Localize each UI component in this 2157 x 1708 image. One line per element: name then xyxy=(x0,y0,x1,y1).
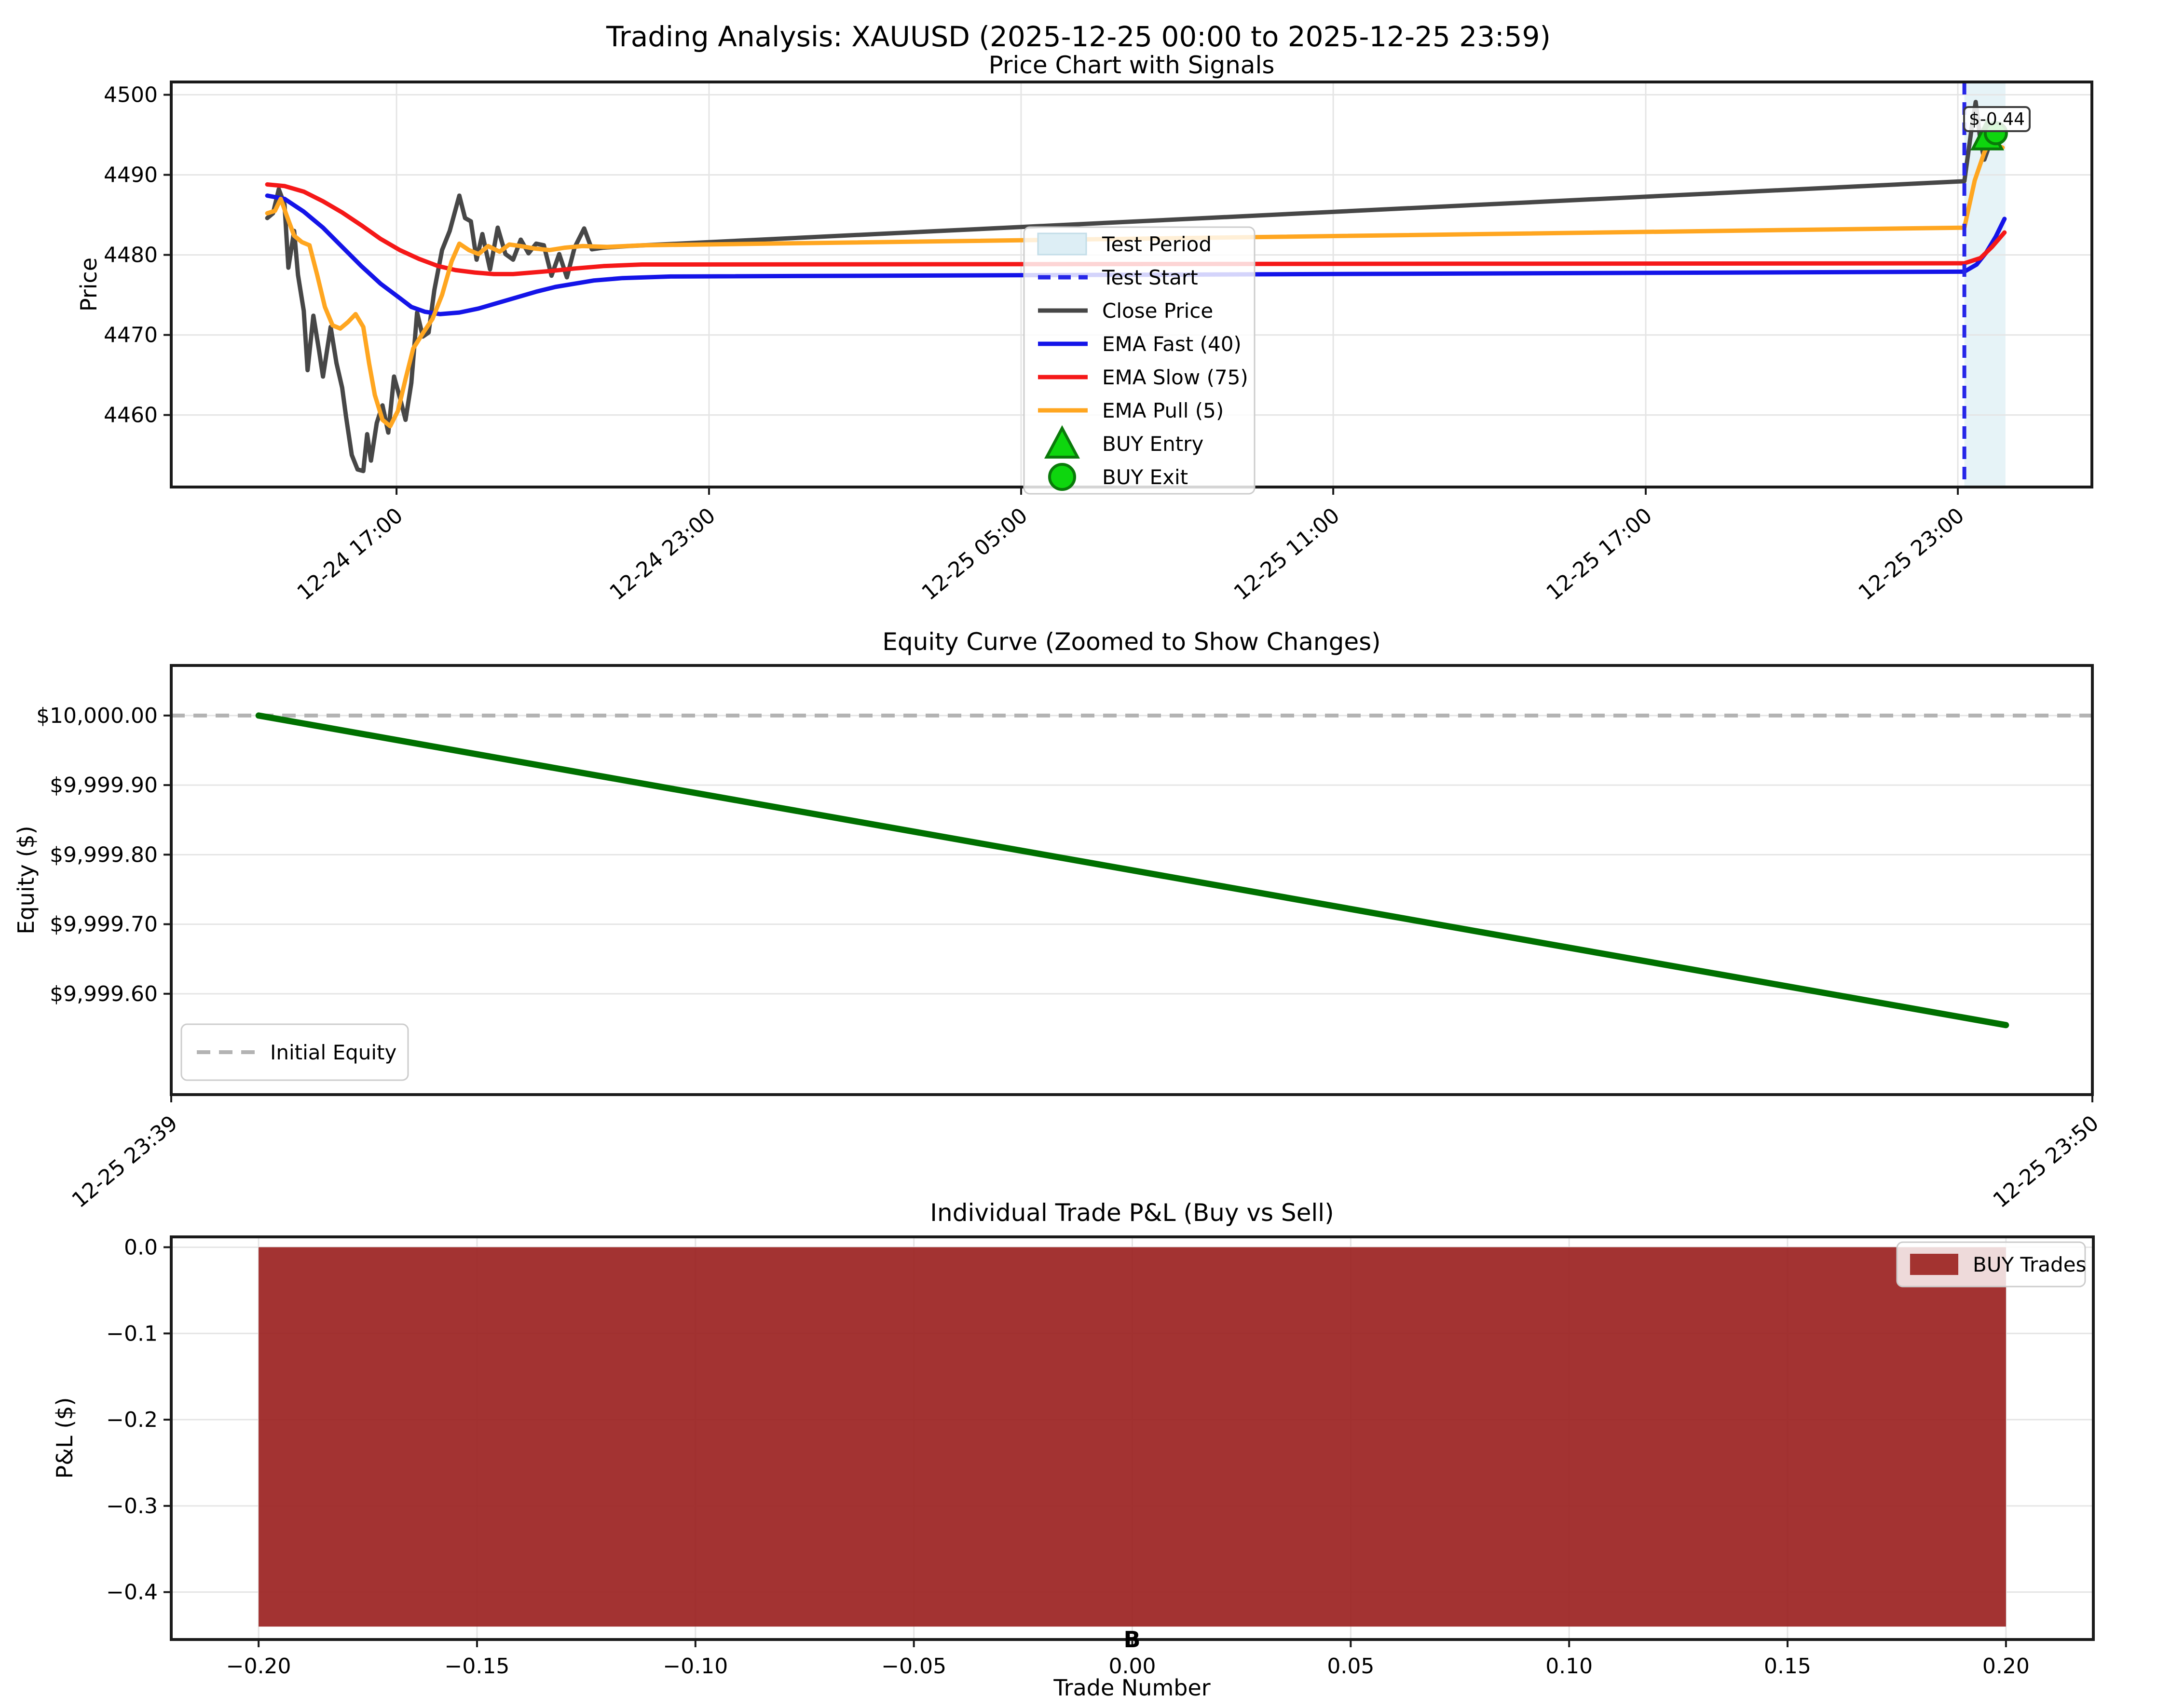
x-tick-label: 0.05 xyxy=(1327,1654,1374,1679)
figure-title: Trading Analysis: XAUUSD (2025-12-25 00:… xyxy=(606,20,1551,53)
buy-entry-swatch-icon xyxy=(1044,425,1080,459)
legend-label-buy-entry: BUY Entry xyxy=(1102,432,1203,456)
x-tick-label: 0.15 xyxy=(1764,1654,1811,1679)
x-tick-label: 12-25 11:00 xyxy=(1229,503,1345,605)
y-tick-label: $9,999.80 xyxy=(50,842,158,867)
price-legend: Test Period Test Start Close Price EMA F… xyxy=(1023,226,1256,495)
legend-label-ema-pull: EMA Pull (5) xyxy=(1102,399,1224,422)
pnl-plot-area: 0.0 −0.1 −0.2 −0.3 −0.4 −0.20 −0.15 −0.10 −0.05 0… xyxy=(106,1235,2095,1679)
test-period-swatch-icon xyxy=(1037,232,1087,256)
y-tick-label: 4500 xyxy=(104,83,158,108)
series-ema-pull-5- xyxy=(265,138,2005,429)
series-ema-fast-40- xyxy=(265,193,2007,316)
equity-plot-area: $10,000.00 $9,999.90 $9,999.80 $9,999.70 $9,… xyxy=(36,664,2103,1213)
y-tick-label: $9,999.70 xyxy=(50,912,158,937)
y-tick-label: 0.0 xyxy=(124,1235,158,1260)
equity-chart: Equity Curve (Zoomed to Show Changes) Eq… xyxy=(13,628,2103,1213)
y-tick-label: $10,000.00 xyxy=(36,704,158,728)
pnl-annotation-text: $-0.44 xyxy=(1969,109,2025,129)
pnl-annotation: $-0.44 xyxy=(1963,106,2031,132)
y-tick-label: 4460 xyxy=(104,403,158,428)
legend-label-buy-trades: BUY Trades xyxy=(1973,1253,2086,1276)
equity-line xyxy=(255,712,2009,1029)
price-legend-box xyxy=(1023,226,1256,495)
x-tick-label: 12-24 17:00 xyxy=(293,503,408,605)
x-tick-label: 12-25 05:00 xyxy=(917,503,1033,605)
x-tick-label: 12-25 23:00 xyxy=(1854,503,1969,605)
legend-label-buy-exit: BUY Exit xyxy=(1102,465,1188,489)
trade-pnl-bar xyxy=(259,1247,2006,1627)
y-tick-label: −0.4 xyxy=(106,1580,158,1605)
x-tick-label: −0.20 xyxy=(226,1654,291,1679)
equity-legend-box xyxy=(180,1023,409,1081)
pnl-legend: BUY Trades xyxy=(1896,1241,2086,1288)
y-tick-label: 4490 xyxy=(104,163,158,188)
x-tick-label: 0.20 xyxy=(1982,1654,2030,1679)
legend-label-initial-equity: Initial Equity xyxy=(270,1041,396,1064)
x-tick-label: 12-25 17:00 xyxy=(1542,503,1657,605)
x-tick-label: 0.10 xyxy=(1545,1654,1593,1679)
x-tick-label: −0.05 xyxy=(881,1654,946,1679)
buy-trades-swatch-icon xyxy=(1910,1254,1958,1275)
price-chart: Price Chart with Signals Price 4460 4470 4… xyxy=(76,51,2093,605)
legend-label-ema-fast: EMA Fast (40) xyxy=(1102,332,1242,356)
y-tick-label: 4470 xyxy=(104,323,158,348)
legend-label-ema-slow: EMA Slow (75) xyxy=(1102,366,1248,389)
legend-label-close-price: Close Price xyxy=(1102,299,1213,323)
y-tick-label: −0.2 xyxy=(106,1408,158,1432)
pnl-x-axis-label: Trade Number xyxy=(1053,1675,1210,1701)
x-tick-label: 12-25 23:39 xyxy=(67,1111,182,1213)
x-tick-label: 12-25 23:50 xyxy=(1988,1111,2103,1213)
pnl-legend-box xyxy=(1896,1241,2086,1288)
equity-y-axis-label: Equity ($) xyxy=(13,826,39,934)
price-chart-title: Price Chart with Signals xyxy=(989,51,1275,79)
bar-label: B xyxy=(1123,1627,1140,1653)
x-tick-label: −0.15 xyxy=(445,1654,510,1679)
pnl-y-axis-label: P&L ($) xyxy=(52,1397,78,1478)
y-tick-label: −0.3 xyxy=(106,1494,158,1518)
x-tick-label: −0.10 xyxy=(663,1654,728,1679)
series-close-price xyxy=(265,100,1998,474)
legend-label-test-start: Test Start xyxy=(1102,266,1198,289)
x-tick-label: 0.00 xyxy=(1109,1654,1156,1679)
pnl-chart: Individual Trade P&L (Buy vs Sell) P&L (… xyxy=(52,1199,2095,1701)
legend-label-test-period: Test Period xyxy=(1102,232,1212,256)
y-tick-label: 4480 xyxy=(104,243,158,268)
y-tick-label: $9,999.90 xyxy=(50,773,158,798)
pnl-chart-title: Individual Trade P&L (Buy vs Sell) xyxy=(930,1199,1334,1227)
equity-chart-title: Equity Curve (Zoomed to Show Changes) xyxy=(882,628,1380,656)
buy-exit-swatch-icon xyxy=(1048,463,1076,491)
plot-frame xyxy=(170,664,2094,1096)
pnl-annotation-box xyxy=(1963,106,2031,132)
x-tick-label: 12-24 23:00 xyxy=(605,503,720,605)
y-tick-label: $9,999.60 xyxy=(50,982,158,1006)
price-y-axis-label: Price xyxy=(76,258,102,312)
equity-legend: Initial Equity xyxy=(180,1023,409,1081)
y-tick-label: −0.1 xyxy=(106,1321,158,1346)
